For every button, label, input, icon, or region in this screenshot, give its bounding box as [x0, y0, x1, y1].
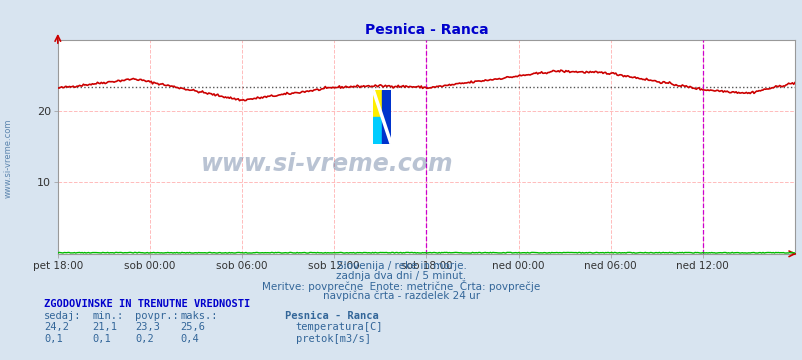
Text: Pesnica - Ranca: Pesnica - Ranca [285, 311, 379, 321]
Text: ZGODOVINSKE IN TRENUTNE VREDNOSTI: ZGODOVINSKE IN TRENUTNE VREDNOSTI [44, 299, 250, 309]
Text: 23,3: 23,3 [135, 323, 160, 333]
Text: 0,4: 0,4 [180, 334, 199, 344]
Text: povpr.:: povpr.: [135, 311, 178, 321]
Text: maks.:: maks.: [180, 311, 218, 321]
Text: Meritve: povprečne  Enote: metrične  Črta: povprečje: Meritve: povprečne Enote: metrične Črta:… [262, 280, 540, 292]
Text: zadnja dva dni / 5 minut.: zadnja dva dni / 5 minut. [336, 271, 466, 281]
Text: www.si-vreme.com: www.si-vreme.com [3, 119, 13, 198]
Title: Pesnica - Ranca: Pesnica - Ranca [364, 23, 488, 37]
Bar [373, 90, 382, 117]
Text: navpična črta - razdelek 24 ur: navpična črta - razdelek 24 ur [322, 290, 480, 301]
Text: pretok[m3/s]: pretok[m3/s] [295, 334, 370, 344]
Text: 0,1: 0,1 [44, 334, 63, 344]
Text: 24,2: 24,2 [44, 323, 69, 333]
Text: min.:: min.: [92, 311, 124, 321]
Text: www.si-vreme.com: www.si-vreme.com [200, 152, 452, 176]
Text: 0,1: 0,1 [92, 334, 111, 344]
Text: 21,1: 21,1 [92, 323, 117, 333]
Bar [382, 90, 391, 144]
Bar [373, 117, 382, 144]
Text: temperatura[C]: temperatura[C] [295, 323, 383, 333]
Text: Slovenija / reke in morje.: Slovenija / reke in morje. [336, 261, 466, 271]
Text: sedaj:: sedaj: [44, 311, 82, 321]
Text: 0,2: 0,2 [135, 334, 153, 344]
Text: 25,6: 25,6 [180, 323, 205, 333]
